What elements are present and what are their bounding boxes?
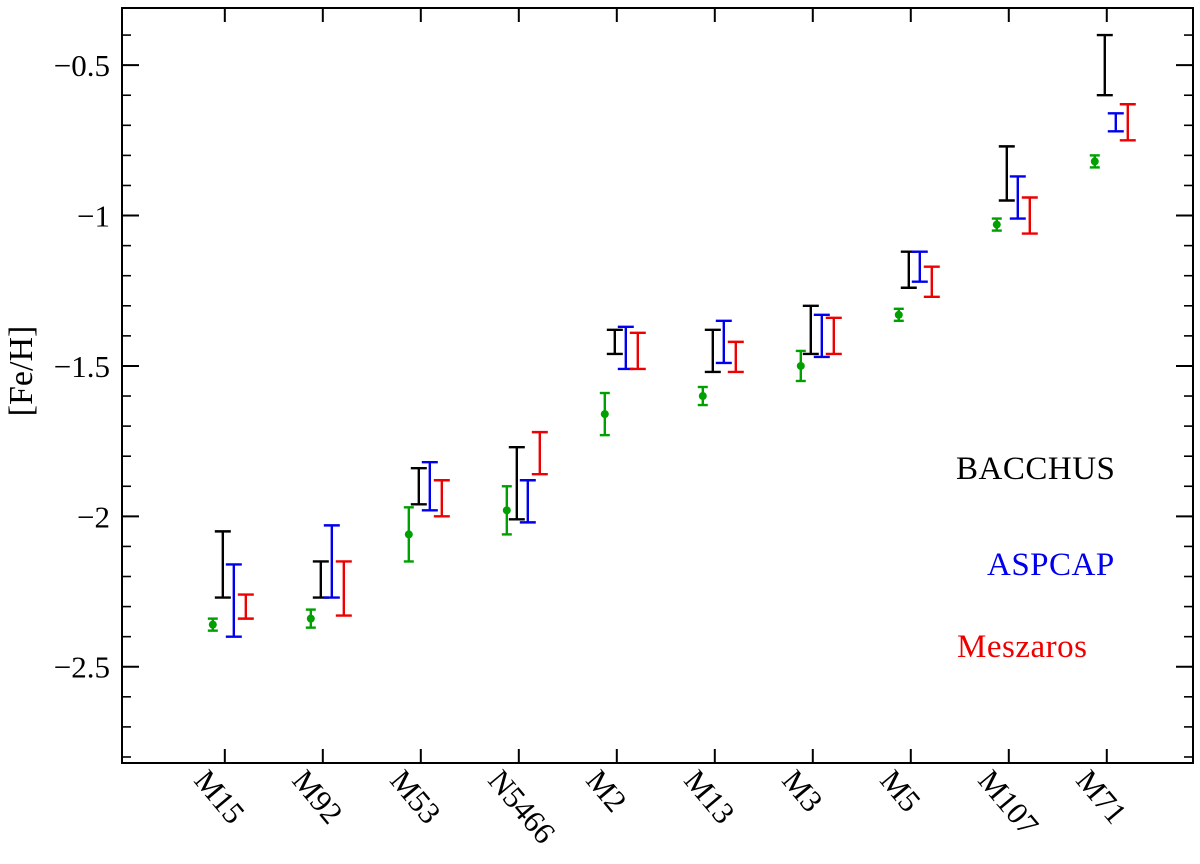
x-category-label: M3 [775,763,830,818]
data-point [992,220,1001,229]
y-tick-label: −2 [77,499,110,534]
x-category-label: M13 [677,763,741,830]
data-point [502,506,511,515]
y-tick-label: −2.5 [54,650,110,685]
legend-bacchus: BACCHUS [956,451,1116,487]
x-category-label: M2 [579,763,634,818]
x-category-label: M107 [971,763,1045,842]
data-point [698,392,707,401]
x-category-label: M92 [285,763,349,830]
x-category-label: N5466 [481,763,562,850]
x-category-label: M71 [1069,763,1133,830]
data-point [894,310,903,319]
legend-meszaros: Meszaros [957,629,1088,665]
data-point [404,530,413,539]
data-point [600,410,609,419]
x-category-label: M15 [187,763,251,830]
data-point [306,614,315,623]
data-point [208,620,217,629]
legend-aspcap: ASPCAP [987,547,1115,583]
y-tick-label: −1 [77,199,110,234]
y-tick-label: −1.5 [54,349,110,384]
y-axis-title: [Fe/H] [3,325,40,417]
y-tick-label: −0.5 [54,48,110,83]
data-point [796,361,805,370]
x-category-label: M53 [383,763,447,830]
plot-frame [121,7,1194,764]
x-category-label: M5 [873,763,928,818]
data-point [1090,157,1099,166]
